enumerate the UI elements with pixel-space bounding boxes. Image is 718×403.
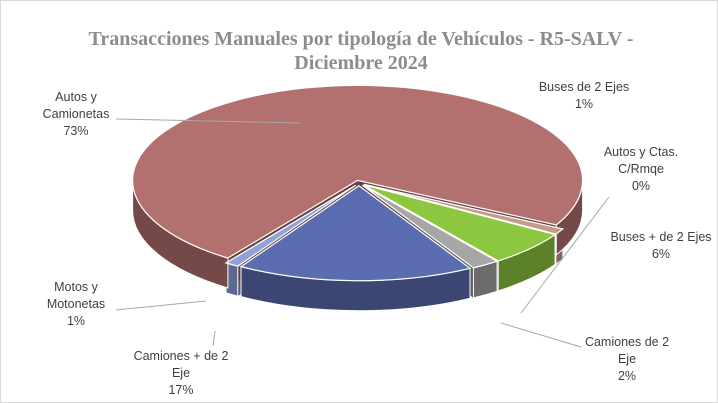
- data-label: Motos y Motonetas 1%: [36, 279, 116, 330]
- leader-line: [520, 196, 610, 314]
- chart-title: Transacciones Manuales por tipología de …: [88, 28, 664, 74]
- data-label: Autos y Camionetas 73%: [21, 89, 131, 140]
- value-label: 2%: [617, 369, 637, 383]
- data-label: Camiones de 2 Eje 2%: [577, 334, 677, 385]
- data-label: Buses de 2 Ejes 1%: [529, 79, 639, 113]
- category-label: Autos y Ctas. C/Rmqe: [603, 145, 679, 176]
- slice: [132, 84, 584, 259]
- category-label: Buses de 2 Ejes: [538, 80, 630, 94]
- leader-line: [115, 118, 302, 124]
- value-label: 0%: [631, 179, 651, 193]
- value-label: 1%: [574, 97, 594, 111]
- slice: [361, 184, 499, 269]
- slice: [363, 184, 557, 262]
- data-label: Buses + de 2 Ejes 6%: [601, 229, 717, 263]
- value-label: 17%: [168, 383, 194, 397]
- leader-line: [115, 300, 207, 311]
- data-label: Autos y Ctas. C/Rmqe 0%: [596, 144, 686, 195]
- slice: [224, 184, 357, 267]
- category-label: Camiones + de 2 Eje: [133, 349, 229, 380]
- category-label: Autos y Camionetas: [42, 90, 110, 121]
- category-label: Camiones de 2 Eje: [584, 335, 670, 366]
- category-label: Buses + de 2 Ejes: [610, 230, 712, 244]
- category-label: Motos y Motonetas: [46, 280, 106, 311]
- value-label: 6%: [651, 247, 671, 261]
- slice-tops: [132, 84, 584, 282]
- leader-line: [212, 330, 216, 347]
- slice: [239, 184, 472, 282]
- data-label: Camiones + de 2 Eje 17%: [126, 348, 236, 399]
- value-label: 73%: [63, 124, 89, 138]
- leader-line: [500, 322, 582, 348]
- value-label: 1%: [66, 314, 86, 328]
